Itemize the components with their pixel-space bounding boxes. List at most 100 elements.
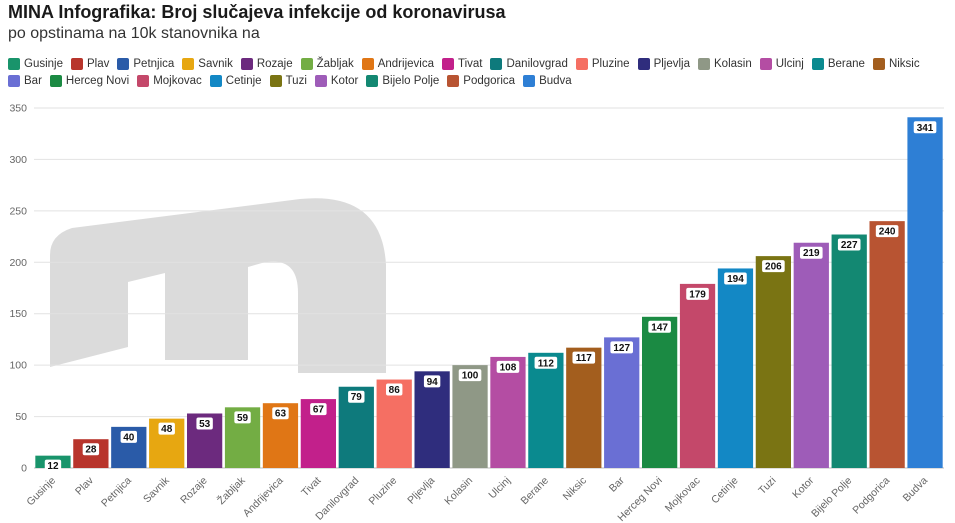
legend-swatch [117,58,130,70]
legend-label: Pluzine [591,58,630,70]
y-tick-label: 350 [9,103,27,115]
legend-item[interactable]: Tivat [441,57,482,71]
legend-label: Mojkovac [153,75,202,87]
x-tick-label: Berane [519,475,552,508]
legend-item[interactable]: Danilovgrad [490,57,568,71]
legend-swatch [447,75,460,87]
bar[interactable] [604,337,640,468]
y-tick-label: 50 [15,411,27,423]
bar[interactable] [869,221,905,468]
x-tick-label: Bar [607,474,627,494]
legend-item[interactable]: Kolasin [698,57,752,71]
legend-item[interactable]: Pljevlja [637,57,690,71]
data-label: 127 [613,343,630,354]
x-tick-label: Budva [901,475,931,505]
data-label: 219 [803,248,820,259]
data-label: 79 [351,392,363,403]
legend-swatch [182,58,195,70]
data-label-bg [913,121,937,134]
legend-item[interactable]: Savnik [182,57,233,71]
data-label: 63 [275,409,287,420]
data-label: 240 [879,227,896,238]
x-tick-label: Kolasin [442,475,475,508]
legend-item[interactable]: Rozaje [240,57,293,71]
bar[interactable] [831,234,867,468]
data-label-bg [458,369,482,382]
data-label-bg [496,360,520,373]
chart-title: MINA Infografika: Broj slučajeva infekci… [8,2,506,22]
bar[interactable] [528,352,564,468]
legend-item[interactable]: Mojkovac [137,74,202,88]
legend-item[interactable]: Bar [8,74,42,88]
x-tick-label: Žabljak [215,473,249,507]
x-tick-label: Tivat [299,475,323,499]
data-label: 53 [199,419,211,430]
legend-swatch [300,58,313,70]
legend-swatch [872,58,885,70]
legend-item[interactable]: Herceg Novi [49,74,129,88]
legend-swatch [698,58,710,70]
bar[interactable] [490,356,526,468]
legend-label: Petnjica [133,58,175,70]
data-label: 48 [161,424,173,435]
x-tick-label: Bijelo Polje [809,475,854,520]
bar[interactable] [414,371,450,468]
x-tick-label: Tuzi [756,475,778,497]
data-label-bg [196,417,213,430]
data-label: 206 [765,262,782,273]
bar[interactable] [679,283,716,468]
bar[interactable] [566,347,602,468]
data-label-bg [82,443,100,456]
legend-item[interactable]: Petnjica [117,57,174,71]
legend-swatch [523,75,536,87]
bar[interactable] [907,117,943,468]
legend-label: Bijelo Polje [382,75,440,87]
legend-item[interactable]: Podgorica [447,74,515,88]
legend-label: Kotor [330,75,359,87]
legend-item[interactable]: Tuzi [269,74,307,88]
legend-item[interactable]: Niksic [872,57,920,71]
legend-item[interactable]: Pluzine [575,57,630,71]
data-label: 194 [727,274,744,285]
legend-swatch [8,75,20,87]
data-label: 40 [123,432,135,443]
legend-item[interactable]: Andrijevica [361,57,434,71]
legend-label: Danilovgrad [506,58,568,70]
legend-label: Gusinje [24,58,63,70]
legend-item[interactable]: Gusinje [8,57,63,71]
legend-item[interactable]: Žabljak [300,57,354,71]
data-label: 94 [427,377,439,388]
data-label-bg [648,320,671,333]
data-label-bg [158,422,175,435]
bar[interactable] [755,256,792,468]
legend-swatch [209,75,222,87]
legend-item[interactable]: Kotor [314,74,359,88]
x-tick-label: Pljevlja [405,475,437,507]
x-tick-label: Savnik [141,474,172,505]
legend-label: Plav [87,58,110,70]
x-tick-label: Plav [73,474,96,497]
data-label-bg [234,411,251,424]
legend-item[interactable]: Bijelo Polje [366,74,439,88]
data-label-bg [120,430,137,443]
watermark-logo [50,198,386,373]
x-tick-label: Ulcinj [486,475,513,502]
bar[interactable] [641,316,678,468]
data-label-bg [386,383,403,396]
legend-label: Bar [24,75,42,87]
x-tick-label: Gusinje [24,475,58,509]
bar-chart: 0 50 100 150 200 250 300 350 12 28 40 48 53 59 63 67 79… [9,103,944,523]
legend-item[interactable]: Cetinje [209,74,262,88]
legend-swatch [361,58,374,70]
legend-item[interactable]: Plav [71,57,109,71]
legend-item[interactable]: Berane [811,57,865,71]
legend-item[interactable]: Budva [523,74,572,88]
y-tick-label: 250 [9,205,27,217]
bar[interactable] [793,242,829,468]
data-label-bg [348,390,365,403]
bar[interactable] [452,365,488,468]
legend-item[interactable]: Ulcinj [759,57,804,71]
bar[interactable] [717,268,754,468]
data-label: 86 [389,385,401,396]
grid-lines [34,107,944,469]
